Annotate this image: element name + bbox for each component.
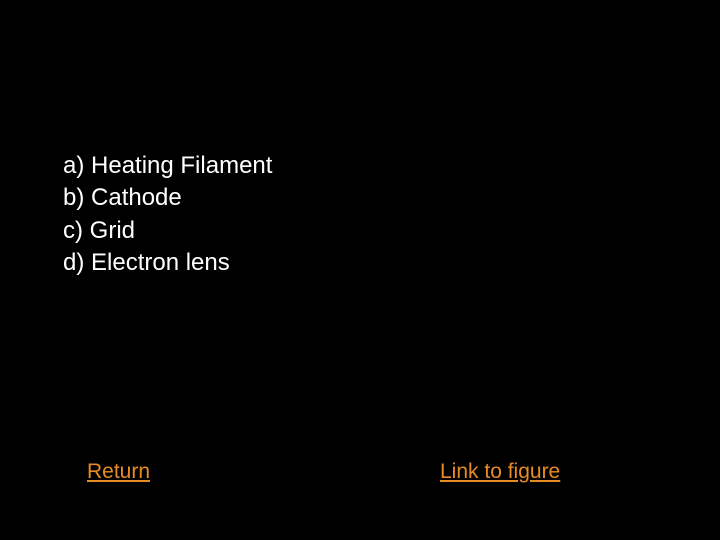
option-d: d) Electron lens [63, 247, 272, 279]
option-b: b) Cathode [63, 182, 272, 214]
option-a: a) Heating Filament [63, 150, 272, 182]
answer-options: a) Heating Filament b) Cathode c) Grid d… [63, 150, 272, 280]
option-c: c) Grid [63, 215, 272, 247]
link-to-figure[interactable]: Link to figure [440, 460, 560, 484]
return-link[interactable]: Return [87, 460, 150, 484]
